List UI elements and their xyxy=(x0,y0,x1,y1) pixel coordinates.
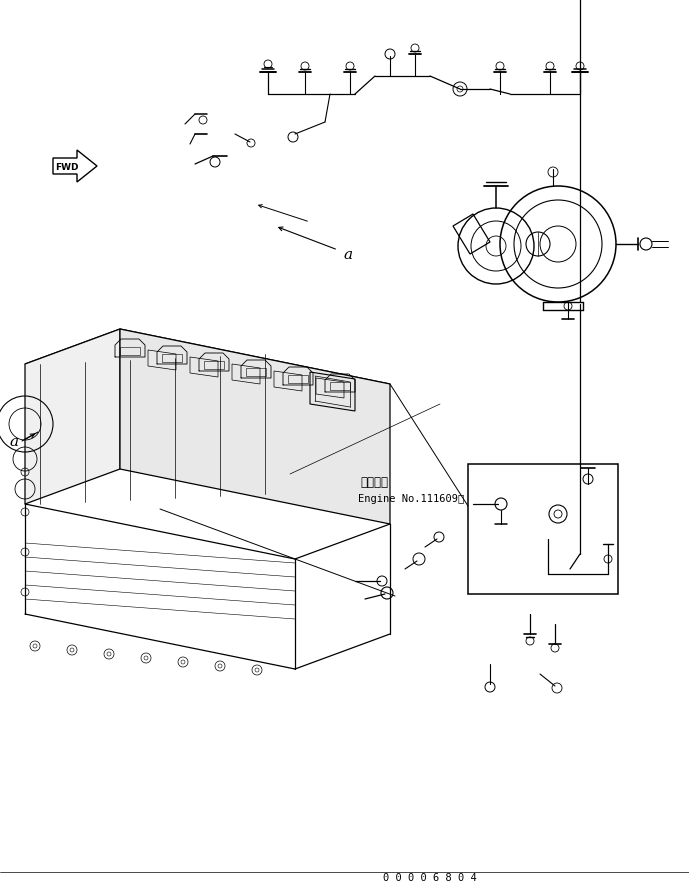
Text: a: a xyxy=(10,434,19,449)
Text: a: a xyxy=(343,248,353,262)
Text: 適用号機: 適用号機 xyxy=(360,476,388,489)
Polygon shape xyxy=(25,330,390,419)
Text: 0 0 0 0 6 8 0 4: 0 0 0 0 6 8 0 4 xyxy=(383,872,477,882)
Text: FWD: FWD xyxy=(55,163,79,172)
Polygon shape xyxy=(25,330,120,504)
Text: Engine No.111609～: Engine No.111609～ xyxy=(358,493,464,503)
Bar xyxy=(468,465,618,595)
Polygon shape xyxy=(120,330,390,525)
